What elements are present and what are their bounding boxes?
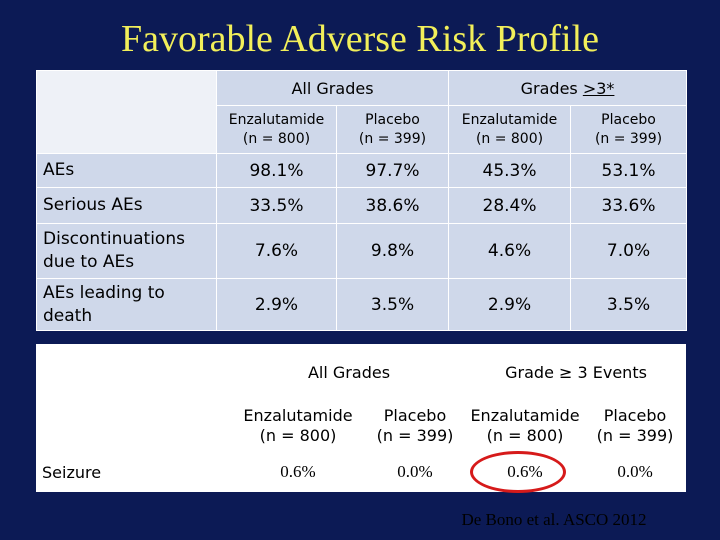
- slide-title: Favorable Adverse Risk Profile: [120, 18, 600, 60]
- table-cell: 97.7%: [335, 153, 450, 188]
- row-label: Serious AEs: [36, 187, 217, 224]
- table-cell: 38.6%: [335, 187, 450, 224]
- column-header: Placebo (n = 399): [570, 105, 688, 154]
- group-header-grades-3: Grades >3*: [448, 70, 688, 106]
- column-header: Placebo (n = 399): [335, 105, 450, 154]
- group-header-all-grades: All Grades: [215, 70, 450, 106]
- table-cell: 0.0%: [364, 452, 467, 492]
- table-cell: 9.8%: [335, 223, 450, 279]
- table-row: Discontinuations due to AEs 7.6% 9.8% 4.…: [36, 223, 688, 279]
- row-label: Seizure: [36, 452, 232, 492]
- table-cell: 7.0%: [570, 223, 688, 279]
- table-cell: 33.6%: [570, 187, 688, 224]
- group-header-all-grades: All Grades: [232, 344, 467, 400]
- column-header: Enzalutamide (n = 800): [216, 105, 337, 154]
- table-cell: 3.5%: [335, 278, 450, 331]
- table-row: Seizure 0.6% 0.0% 0.6% 0.0%: [36, 452, 687, 492]
- column-header: Enzalutamide (n = 800): [466, 400, 585, 452]
- table-row: Serious AEs 33.5% 38.6% 28.4% 33.6%: [36, 187, 688, 224]
- group-header-grade-3-events: Grade ≥ 3 Events: [466, 344, 687, 400]
- column-header: Placebo (n = 399): [584, 400, 687, 452]
- table-corner-cell: [36, 70, 217, 154]
- row-label: AEs leading to death: [36, 278, 217, 331]
- table-cell: 2.9%: [216, 278, 337, 331]
- row-label: AEs: [36, 153, 217, 188]
- table-cell: 33.5%: [216, 187, 337, 224]
- table-cell: 0.0%: [584, 452, 687, 492]
- adverse-events-table: All Grades Grades >3* Enzalutamide (n = …: [36, 70, 688, 331]
- table-row: AEs 98.1% 97.7% 45.3% 53.1%: [36, 153, 688, 188]
- table-cell: 2.9%: [448, 278, 572, 331]
- table-cell: 4.6%: [448, 223, 572, 279]
- table-cell: 28.4%: [448, 187, 572, 224]
- highlight-circle: [470, 451, 566, 493]
- column-header: Enzalutamide (n = 800): [448, 105, 572, 154]
- table-cell: 0.6%: [232, 452, 364, 492]
- citation: De Bono et al. ASCO 2012: [461, 510, 647, 529]
- table-cell: 45.3%: [448, 153, 572, 188]
- row-label: Discontinuations due to AEs: [36, 223, 217, 279]
- table-cell: 3.5%: [570, 278, 688, 331]
- table-cell: 7.6%: [216, 223, 337, 279]
- column-header: Placebo (n = 399): [364, 400, 467, 452]
- table-corner-cell: [36, 344, 232, 400]
- table-blank-cell: [36, 400, 232, 452]
- table-cell: 98.1%: [216, 153, 337, 188]
- seizure-table: All Grades Grade ≥ 3 Events Enzalutamide…: [36, 344, 687, 492]
- table-cell: 53.1%: [570, 153, 688, 188]
- table-row: AEs leading to death 2.9% 3.5% 2.9% 3.5%: [36, 278, 688, 331]
- column-header: Enzalutamide (n = 800): [232, 400, 364, 452]
